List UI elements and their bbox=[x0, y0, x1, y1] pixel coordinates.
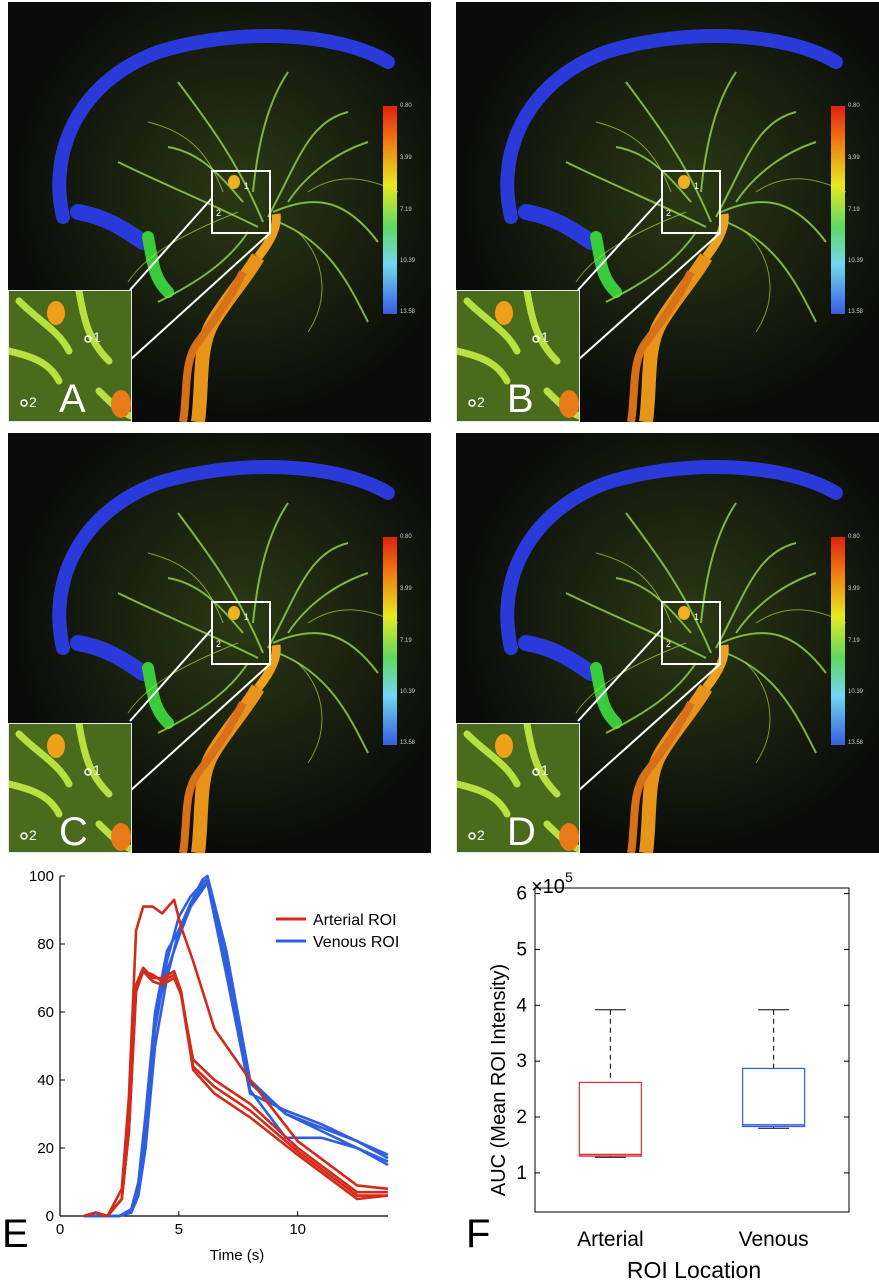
roi-1-marker-small: 1 bbox=[244, 612, 249, 622]
roi-1-marker-small: 1 bbox=[694, 612, 699, 622]
arterial-series-line bbox=[83, 898, 389, 1218]
panel-letter: B bbox=[507, 377, 534, 421]
roi-2-marker-small: 2 bbox=[216, 639, 221, 649]
angiogram-panel: 1 2 1 2 A 0.80 3.99 7.19 10.39 13.58 bbox=[8, 2, 431, 422]
panel-letter: C bbox=[59, 810, 88, 853]
roi-1-marker-small: 1 bbox=[694, 181, 699, 191]
colorbar-tick: 7.19 bbox=[400, 638, 412, 644]
x-tick-label: Arterial bbox=[577, 1228, 644, 1251]
colorbar-tick: 13.58 bbox=[848, 309, 864, 315]
y-tick-label: 80 bbox=[37, 936, 54, 953]
roi-2-label: 2 bbox=[477, 394, 485, 410]
x-tick-label: 10 bbox=[289, 1221, 306, 1238]
box-venous bbox=[742, 1067, 806, 1128]
colorbar-tick: 0.80 bbox=[400, 534, 412, 540]
plot-frame bbox=[534, 887, 850, 1213]
venous-series-line bbox=[83, 878, 389, 1218]
angiogram-panel: 1 2 1 2 D 0.80 3.99 7.19 10.39 13.58 bbox=[456, 433, 879, 853]
colorbar-tick: 7.19 bbox=[848, 207, 860, 213]
x-tick-label: 0 bbox=[56, 1221, 64, 1238]
y-tick-label: 1 bbox=[516, 1163, 527, 1184]
colorbar-tick: 7.19 bbox=[848, 638, 860, 644]
box-arterial bbox=[578, 1081, 642, 1157]
roi-2-label: 2 bbox=[29, 827, 37, 843]
colorbar-tick: 13.58 bbox=[848, 740, 864, 746]
roi-1-label: 1 bbox=[541, 762, 549, 778]
roi-1-label: 1 bbox=[541, 329, 549, 345]
y-axis-label: AUC (Mean ROI Intensity) bbox=[488, 964, 510, 1196]
panel-label-e: E bbox=[2, 1212, 29, 1256]
y-tick-label: 3 bbox=[516, 1051, 527, 1072]
roi-2-marker-small: 2 bbox=[666, 208, 671, 218]
angiogram-panel: 1 2 1 2 C 0.80 3.99 7.19 10.39 13.58 bbox=[8, 433, 431, 853]
roi-2-marker-small: 2 bbox=[666, 639, 671, 649]
roi-1-label: 1 bbox=[93, 762, 101, 778]
zoom-inset: 1 2 D bbox=[456, 723, 580, 853]
colorbar bbox=[831, 537, 845, 745]
panel-letter: A bbox=[59, 377, 86, 421]
colorbar-tick: 3.99 bbox=[400, 155, 412, 161]
colorbar-tick: 10.39 bbox=[400, 258, 416, 264]
colorbar-tick: 7.19 bbox=[400, 207, 412, 213]
angiogram-panel: 1 2 1 2 B 0.80 3.99 7.19 10.39 13.58 bbox=[456, 2, 879, 422]
y-tick-label: 2 bbox=[516, 1107, 527, 1128]
colorbar-tick: 13.58 bbox=[400, 740, 416, 746]
roi-2-label: 2 bbox=[477, 827, 485, 843]
colorbar-tick: 3.99 bbox=[400, 586, 412, 592]
y-tick-label: 100 bbox=[29, 868, 54, 885]
colorbar-tick: 0.80 bbox=[848, 103, 860, 109]
x-tick-label: Venous bbox=[739, 1228, 809, 1251]
multiplier-exponent: 5 bbox=[565, 869, 573, 885]
panel-letter: D bbox=[507, 810, 536, 853]
x-axis-label: ROI Location bbox=[627, 1257, 761, 1280]
panel-label-f: F bbox=[466, 1212, 491, 1256]
y-tick-label: 20 bbox=[37, 1140, 54, 1157]
y-tick-label: 0 bbox=[46, 1208, 54, 1225]
x-axis-label: Time (s) bbox=[210, 1247, 264, 1264]
colorbar-tick: 0.80 bbox=[848, 534, 860, 540]
venous-series-line bbox=[83, 881, 389, 1218]
y-tick-label: 4 bbox=[516, 995, 527, 1016]
colorbar-tick: 3.99 bbox=[848, 586, 860, 592]
roi-1-label: 1 bbox=[93, 329, 101, 345]
y-tick-label: 40 bbox=[37, 1072, 54, 1089]
vessel-map: 1 2 bbox=[8, 433, 431, 853]
colorbar-tick: 3.99 bbox=[848, 155, 860, 161]
x-tick-label: 5 bbox=[175, 1221, 183, 1238]
vessel-map: 1 2 bbox=[456, 2, 879, 422]
y-tick-label: 6 bbox=[516, 884, 527, 905]
arterial-series-line bbox=[83, 969, 389, 1218]
y-tick-label: 60 bbox=[37, 1004, 54, 1021]
roi-1-marker-small: 1 bbox=[244, 181, 249, 191]
colorbar bbox=[383, 106, 397, 314]
vessel-map: 1 2 bbox=[456, 433, 879, 853]
legend-arterial-label: Arterial ROI bbox=[313, 912, 397, 929]
legend-venous-label: Venous ROI bbox=[313, 934, 399, 951]
colorbar-tick: 13.58 bbox=[400, 309, 416, 315]
venous-series-line bbox=[83, 881, 389, 1218]
y-tick-label: 5 bbox=[516, 939, 527, 960]
colorbar-tick: 10.39 bbox=[848, 258, 864, 264]
roi-2-label: 2 bbox=[29, 394, 37, 410]
multiplier-label: ×10 bbox=[531, 876, 565, 898]
colorbar-tick: 0.80 bbox=[400, 103, 412, 109]
colorbar bbox=[383, 537, 397, 745]
zoom-inset: 1 2 C bbox=[8, 723, 132, 853]
zoom-inset: 1 2 A bbox=[8, 290, 132, 422]
colorbar bbox=[831, 106, 845, 314]
colorbar-tick: 10.39 bbox=[848, 689, 864, 695]
roi-2-marker-small: 2 bbox=[216, 208, 221, 218]
zoom-inset: 1 2 B bbox=[456, 290, 580, 422]
colorbar-tick: 10.39 bbox=[400, 689, 416, 695]
